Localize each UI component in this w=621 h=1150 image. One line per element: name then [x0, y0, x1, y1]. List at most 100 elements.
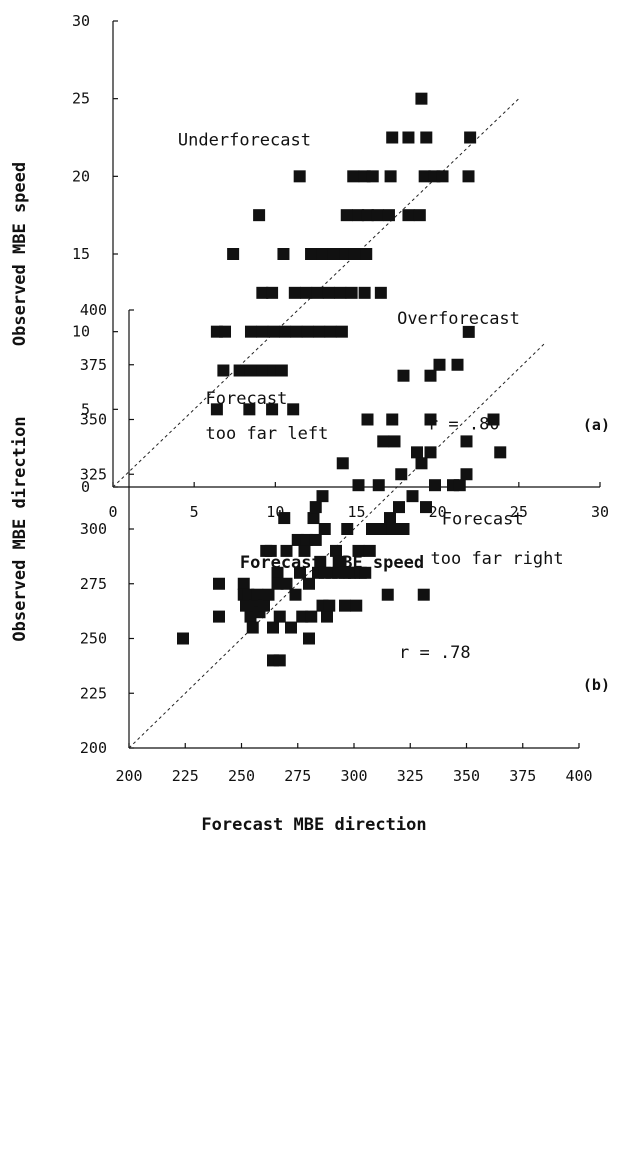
data-point — [402, 131, 415, 144]
data-point — [462, 170, 475, 183]
data-point — [266, 403, 279, 416]
x-axis-label-a: Forecast MBE speed — [240, 553, 424, 573]
data-point — [334, 286, 347, 299]
data-point — [316, 490, 329, 503]
y-tick-label: 25 — [72, 90, 90, 108]
annotation: too far left — [206, 424, 329, 444]
data-point — [336, 457, 349, 470]
data-point — [360, 248, 373, 260]
y-tick-label: 20 — [72, 167, 90, 185]
x-tick-label: 250 — [228, 767, 255, 785]
y-tick-label: 300 — [80, 520, 107, 538]
data-point — [258, 599, 270, 612]
data-point — [244, 325, 257, 338]
data-point — [237, 577, 250, 590]
data-point — [402, 209, 415, 222]
data-point — [273, 654, 286, 667]
data-point — [395, 468, 408, 481]
data-point — [424, 369, 437, 382]
data-point — [277, 248, 290, 260]
data-point — [266, 286, 279, 299]
data-point — [290, 325, 303, 338]
data-point — [335, 325, 348, 338]
data-point — [318, 523, 331, 535]
data-point — [279, 325, 292, 338]
y-tick-label: 275 — [80, 575, 107, 593]
y-tick-label: 250 — [80, 630, 107, 648]
x-tick-label: 225 — [172, 767, 199, 785]
data-point — [460, 435, 473, 448]
data-point — [417, 588, 430, 601]
data-point — [213, 577, 225, 590]
data-point — [273, 610, 286, 623]
x-tick-label: 25 — [510, 503, 528, 521]
data-point — [374, 286, 387, 299]
data-point — [256, 325, 269, 338]
data-point — [377, 435, 390, 448]
data-point — [271, 566, 284, 579]
data-point — [323, 599, 336, 612]
data-point — [420, 501, 432, 514]
x-tick-label: 30 — [591, 503, 609, 521]
data-point — [213, 610, 225, 623]
data-point — [382, 209, 395, 222]
data-point — [420, 131, 433, 144]
data-point — [298, 544, 311, 557]
x-tick-label: 0 — [108, 503, 117, 521]
annotation: Overforecast — [397, 309, 520, 329]
data-point — [348, 248, 361, 260]
data-point — [361, 209, 374, 222]
data-point — [363, 544, 376, 557]
data-point — [251, 588, 264, 601]
data-point — [372, 479, 385, 492]
data-point — [246, 621, 259, 634]
data-point — [451, 358, 464, 371]
data-point — [219, 325, 232, 338]
x-tick-label: 325 — [397, 767, 424, 785]
data-point — [334, 555, 347, 568]
x-tick-label: 15 — [347, 503, 365, 521]
data-point — [393, 501, 405, 514]
data-point — [301, 325, 314, 338]
y-axis-label-b: Observed MBE direction — [10, 416, 30, 641]
y-tick-label: 10 — [72, 323, 90, 341]
data-point — [287, 403, 300, 416]
data-point — [386, 523, 399, 535]
x-axis-label-b: Forecast MBE direction — [201, 815, 426, 835]
data-point — [262, 588, 275, 601]
data-point — [384, 512, 396, 525]
data-point — [267, 325, 280, 338]
chart-panel-b: 200 225 250 275 300 325 350 375 4002002252502753… — [10, 301, 610, 835]
data-point — [418, 170, 431, 183]
data-point — [289, 588, 302, 601]
data-point — [327, 248, 340, 260]
data-point — [309, 501, 322, 514]
data-point — [361, 413, 374, 426]
annotation: Forecast — [206, 389, 288, 409]
x-tick-label: 200 — [115, 767, 142, 785]
data-point — [303, 577, 315, 590]
data-point — [339, 248, 352, 260]
data-point — [293, 170, 306, 183]
data-point — [494, 446, 507, 459]
data-point — [330, 544, 342, 557]
y-tick-label: 350 — [80, 411, 107, 429]
y-axis-label-a: Observed MBE speed — [10, 162, 30, 346]
data-point — [305, 610, 318, 623]
x-tick-label: 300 — [340, 767, 367, 785]
data-point — [233, 364, 246, 377]
x-tick-label: 20 — [429, 503, 447, 521]
data-point — [280, 544, 293, 557]
data-point — [340, 209, 353, 222]
data-point — [303, 632, 315, 645]
data-point — [285, 621, 297, 634]
data-point — [487, 413, 500, 426]
data-point — [313, 325, 326, 338]
x-tick-label: 350 — [453, 767, 480, 785]
data-point — [381, 588, 394, 601]
data-point — [177, 632, 189, 645]
data-point — [227, 248, 240, 260]
data-point — [316, 248, 329, 260]
